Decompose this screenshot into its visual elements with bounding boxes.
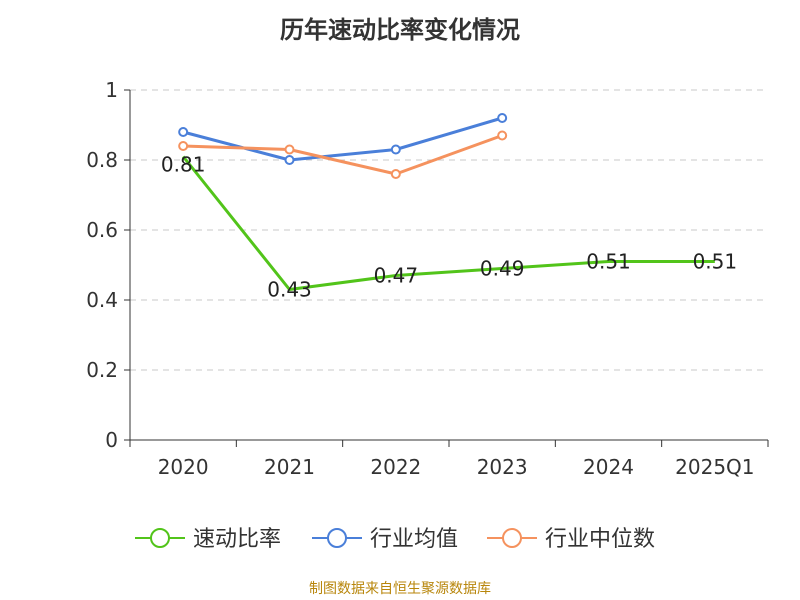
series-point <box>178 141 189 151</box>
y-tick-label: 0 <box>105 428 118 452</box>
x-tick-label: 2024 <box>583 455 634 479</box>
series-line <box>183 134 503 176</box>
series-point <box>497 130 508 141</box>
y-tick-label: 0.2 <box>86 358 118 382</box>
legend-marker <box>150 528 170 548</box>
data-label: 0.51 <box>693 250 738 274</box>
data-label: 0.49 <box>480 257 525 281</box>
series-point <box>284 155 295 165</box>
chart-title: 历年速动比率变化情况 <box>280 16 520 44</box>
x-tick-label: 2025Q1 <box>675 455 754 479</box>
series-point <box>497 113 508 123</box>
series-point <box>390 169 401 179</box>
series-line <box>182 116 503 162</box>
legend-label: 行业中位数 <box>545 527 655 552</box>
x-tick-label: 2020 <box>158 455 209 479</box>
data-label: 0.81 <box>161 153 206 177</box>
legend-label: 速动比率 <box>193 527 281 552</box>
legend-marker <box>327 528 347 548</box>
x-tick-label: 2021 <box>264 455 315 479</box>
series-point <box>390 144 401 155</box>
y-tick-label: 1 <box>105 78 118 102</box>
series-line <box>181 155 715 291</box>
legend-marker <box>502 528 522 548</box>
data-label: 0.47 <box>374 264 419 288</box>
legend-label: 行业均值 <box>370 527 458 552</box>
series-point <box>284 144 295 155</box>
x-tick-label: 2022 <box>370 455 421 479</box>
data-label: 0.43 <box>267 278 312 302</box>
y-tick-label: 0.4 <box>86 288 118 312</box>
y-tick-label: 0.8 <box>86 148 118 172</box>
data-label: 0.51 <box>586 250 631 274</box>
source-note: 制图数据来自恒生聚源数据库 <box>309 581 491 597</box>
y-tick-label: 0.6 <box>86 218 118 242</box>
series-point <box>178 127 189 137</box>
x-tick-label: 2023 <box>477 455 528 479</box>
